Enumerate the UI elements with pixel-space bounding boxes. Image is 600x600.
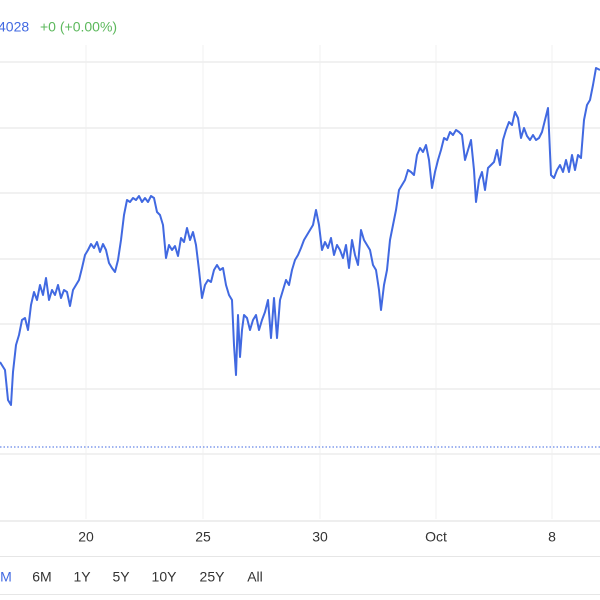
x-tick-label: 25 <box>195 529 211 545</box>
range-button[interactable]: All <box>247 569 263 585</box>
separator <box>0 594 600 595</box>
range-button[interactable]: 10Y <box>152 569 178 585</box>
range-button[interactable]: 1Y <box>73 569 91 585</box>
x-tick-label: Oct <box>425 529 447 545</box>
change: +0 (+0.00%) <box>40 19 117 35</box>
price: 4028 <box>0 19 29 35</box>
x-tick-label: 20 <box>78 529 94 545</box>
separator <box>0 556 600 557</box>
x-tick-label: 8 <box>548 529 556 545</box>
price-line <box>0 67 600 406</box>
x-tick-label: 30 <box>312 529 328 545</box>
range-button[interactable]: 25Y <box>200 569 226 585</box>
range-button[interactable]: M <box>0 569 12 585</box>
range-button[interactable]: 6M <box>32 569 51 585</box>
range-button[interactable]: 5Y <box>112 569 130 585</box>
